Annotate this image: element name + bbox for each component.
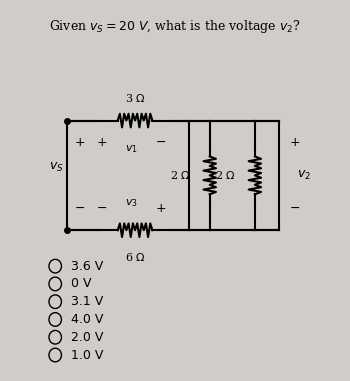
Text: Given $v_S = 20\ V$, what is the voltage $v_2$?: Given $v_S = 20\ V$, what is the voltage…: [49, 18, 301, 35]
Text: 2.0 V: 2.0 V: [71, 331, 103, 344]
Text: +: +: [156, 202, 166, 215]
Text: −: −: [74, 202, 85, 215]
Text: 2 $\Omega$: 2 $\Omega$: [215, 170, 236, 181]
Text: $v_S$: $v_S$: [49, 161, 64, 174]
Text: $v_1$: $v_1$: [125, 143, 138, 155]
Text: −: −: [156, 136, 166, 149]
Text: 4.0 V: 4.0 V: [71, 313, 103, 326]
Text: +: +: [289, 136, 300, 149]
Text: −: −: [97, 202, 107, 215]
Text: $v_2$: $v_2$: [296, 169, 310, 182]
Text: 3.1 V: 3.1 V: [71, 295, 103, 308]
Text: 1.0 V: 1.0 V: [71, 349, 103, 362]
Text: −: −: [289, 202, 300, 215]
Text: $v_3$: $v_3$: [125, 198, 138, 210]
Text: 2 $\Omega$: 2 $\Omega$: [170, 170, 191, 181]
Text: 6 $\Omega$: 6 $\Omega$: [125, 251, 145, 263]
Text: 3 $\Omega$: 3 $\Omega$: [125, 91, 145, 104]
Text: +: +: [97, 136, 107, 149]
Text: 3.6 V: 3.6 V: [71, 259, 103, 273]
Text: +: +: [74, 136, 85, 149]
Text: 0 V: 0 V: [71, 277, 91, 290]
